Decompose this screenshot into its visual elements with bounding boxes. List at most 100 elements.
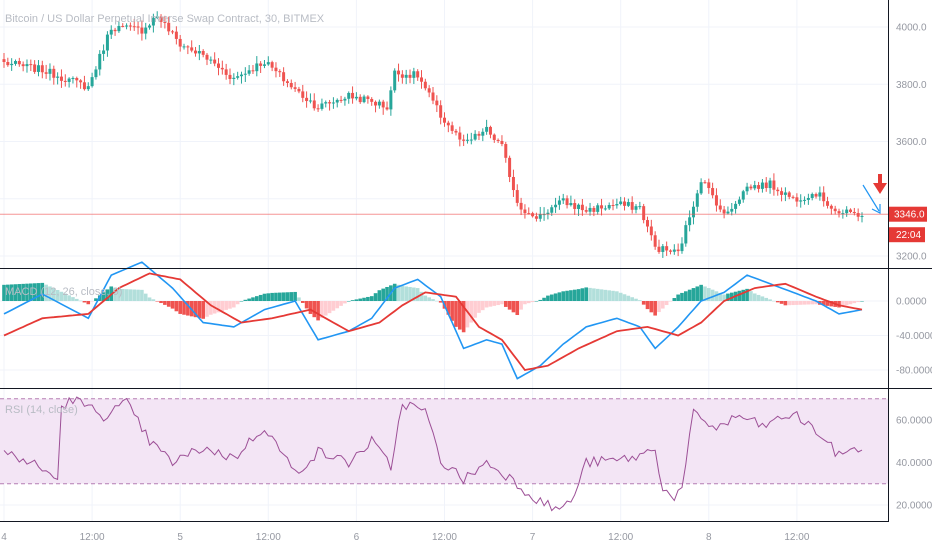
macd-histogram-bar [415,288,420,301]
rsi-pane[interactable] [3,396,863,512]
candle-body [527,213,531,215]
candle-body [40,65,44,73]
macd-pane[interactable] [2,261,864,380]
macd-histogram-bar [377,290,382,301]
macd-histogram-bar [247,298,251,301]
candle-body [148,25,152,28]
macd-histogram-bar [293,291,297,301]
macd-histogram-bar [412,287,416,301]
time-axis-label: 12:00 [608,532,633,543]
macd-histogram-bar [806,301,811,305]
macd-histogram-bar [201,301,205,319]
candle-body [232,77,236,79]
macd-histogram-bar [331,301,336,311]
macd-histogram-bar [392,283,397,301]
candle-body [155,16,159,18]
macd-histogram-bar [6,284,10,301]
down-arrow-annotation-icon[interactable] [873,174,887,194]
price-axis[interactable]: 4000.0 3800.0 3600.0 3200.0 0.0000 -40.0000 -8… [896,23,932,512]
macd-histogram-bar [599,289,604,301]
candle-body [856,213,860,217]
candle-body [335,99,339,103]
macd-histogram-bar [592,288,596,301]
candle-body [36,65,40,72]
macd-histogram-bar [668,301,673,302]
diagonal-arrow-annotation-icon[interactable] [862,184,881,214]
macd-histogram-bar [615,291,619,301]
candle-body [465,139,469,141]
bar-countdown-tag: 22:04 [889,227,925,243]
macd-histogram-bar [507,301,512,310]
candle-body [826,201,830,206]
macd-histogram-bar [304,301,309,309]
candle-body [680,243,684,252]
candle-body [262,64,266,66]
candle-body [67,78,71,82]
macd-histogram-bar [657,301,661,313]
macd-histogram-bar [729,292,734,301]
macd-histogram-bar [258,294,263,301]
macd-histogram-bar [737,290,742,301]
macd-histogram-bar [530,301,535,303]
macd-histogram-bar [128,289,133,301]
candle-body [684,225,688,244]
macd-histogram-bar [220,301,225,312]
candle-body [186,46,190,48]
candle-body [163,21,167,23]
macd-histogram-bar [308,301,313,314]
macd-histogram-bar [40,282,45,301]
candle-body [278,71,282,73]
macd-histogram-bar [438,301,443,303]
macd-histogram-bar [772,300,776,302]
macd-histogram-bar [71,297,75,301]
candle-body [458,132,462,140]
countdown-background [889,227,925,243]
macd-histogram-bar [373,293,378,301]
candle-body [623,201,627,206]
price-pane-title: Bitcoin / US Dollar Perpetual Inverse Sw… [5,13,325,25]
macd-histogram-bar [722,294,726,301]
candle-body [217,63,220,68]
macd-histogram-bar [120,289,125,301]
price-axis-label: 40.0000 [896,458,932,469]
candle-body [592,207,596,212]
price-pane[interactable] [0,11,888,258]
candle-body [534,216,538,219]
macd-histogram-bar [151,299,156,301]
macd-histogram-bar [155,301,160,302]
candle-body [749,186,753,189]
candle-body [661,246,665,252]
time-axis-label: 12:00 [432,532,457,543]
candle-body [159,16,163,22]
candle-body [33,64,37,72]
candle-body [787,192,791,197]
candle-body [573,203,577,209]
candle-body [182,46,186,48]
candle-body [266,62,270,65]
candle-body [86,86,90,90]
candle-body [799,200,803,202]
macd-histogram-bar [32,283,37,301]
macd-histogram-bar [641,301,646,305]
candle-body [714,195,718,206]
candle-body [354,96,358,99]
candle-body [810,194,814,198]
macd-histogram-bar [829,301,834,307]
macd-histogram-bar [239,301,244,302]
macd-histogram-bar [557,292,562,301]
time-axis[interactable]: 4 12:00 5 12:00 6 12:00 7 12:00 8 12:00 [1,532,810,543]
candle-body [477,133,481,136]
candle-body [416,71,420,78]
candle-body [331,102,335,104]
macd-histogram-bar [534,301,539,302]
candle-body [239,74,243,77]
macd-histogram-bar [714,291,719,301]
candle-body [109,29,113,35]
macd-histogram-bar [163,301,167,305]
price-axis-label: 20.0000 [896,501,932,512]
candle-body [580,204,584,211]
candle-body [795,197,799,202]
candle-body [213,59,217,64]
macd-histogram-bar [2,284,6,301]
